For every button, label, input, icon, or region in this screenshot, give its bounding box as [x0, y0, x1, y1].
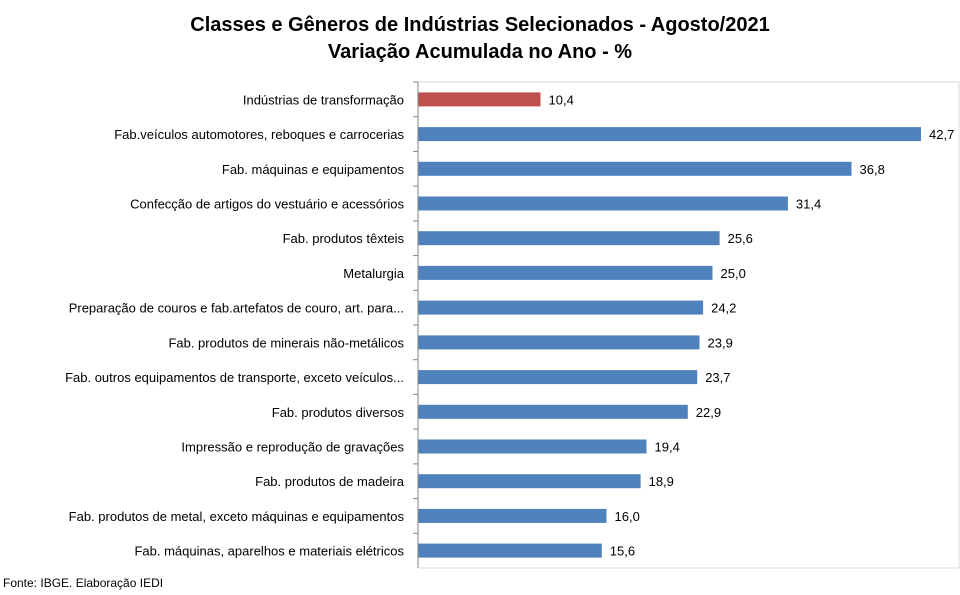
category-label: Fab. máquinas, aparelhos e materiais elé… — [134, 544, 404, 559]
category-label: Metalurgia — [343, 266, 404, 281]
category-label: Fab. produtos de madeira — [255, 474, 405, 489]
data-label: 19,4 — [655, 440, 680, 455]
category-label: Indústrias de transformação — [243, 92, 404, 107]
chart-subtitle-line: Variação Acumulada no Ano - % — [327, 41, 633, 63]
bar — [418, 161, 852, 176]
category-label: Fab. máquinas e equipamentos — [222, 162, 405, 177]
bar — [418, 439, 647, 454]
bar — [418, 92, 541, 107]
category-label: Impressão e reprodução de gravações — [181, 440, 404, 455]
data-label: 31,4 — [796, 197, 821, 212]
data-label: 15,6 — [610, 544, 635, 559]
bar — [418, 474, 641, 489]
category-label: Fab. produtos de metal, exceto máquinas … — [69, 509, 405, 524]
bar — [418, 127, 921, 142]
data-label: 36,8 — [860, 162, 885, 177]
data-label: 10,4 — [549, 92, 574, 107]
source-note: Fonte: IBGE. Elaboração IEDI — [3, 576, 164, 590]
category-label: Fab. produtos de minerais não-metálicos — [168, 335, 404, 350]
data-label: 16,0 — [615, 509, 640, 524]
chart-title: Classes e Gêneros de Indústrias Selecion… — [0, 12, 960, 66]
data-label: 18,9 — [649, 474, 674, 489]
bar — [418, 404, 688, 419]
category-label: Fab. produtos diversos — [272, 405, 405, 420]
category-label: Preparação de couros e fab.artefatos de … — [69, 301, 404, 316]
category-label: Fab. outros equipamentos de transporte, … — [65, 370, 404, 385]
bar — [418, 370, 698, 385]
data-label: 24,2 — [711, 301, 736, 316]
plot-area-border — [418, 81, 960, 569]
bar — [418, 196, 788, 211]
data-label: 22,9 — [696, 405, 721, 420]
data-label: 23,9 — [708, 335, 733, 350]
category-label: Fab.veículos automotores, reboques e car… — [114, 127, 404, 142]
data-label: 25,6 — [728, 231, 753, 246]
bar — [418, 543, 602, 558]
bar — [418, 300, 704, 315]
chart-title-line: Classes e Gêneros de Indústrias Selecion… — [190, 14, 770, 36]
category-label: Fab. produtos têxteis — [283, 231, 405, 246]
data-label: 25,0 — [721, 266, 746, 281]
bar — [418, 335, 700, 350]
bar — [418, 265, 713, 280]
bar — [418, 231, 720, 246]
bar — [418, 508, 607, 523]
data-label: 23,7 — [705, 370, 730, 385]
category-label: Confecção de artigos do vestuário e aces… — [130, 197, 404, 212]
data-label: 42,7 — [929, 127, 954, 142]
